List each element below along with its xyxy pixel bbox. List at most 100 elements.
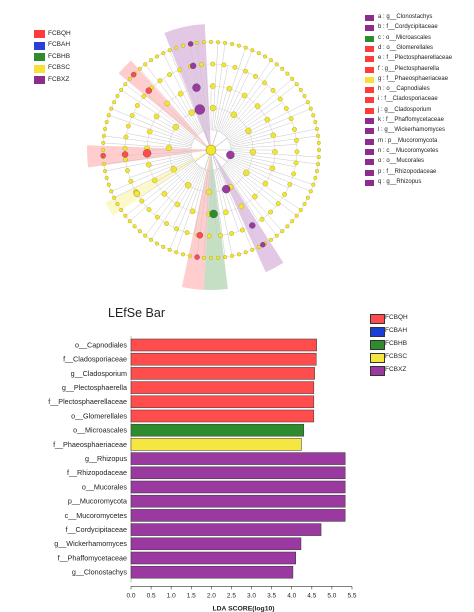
taxa-legend-swatch: [365, 97, 374, 104]
clade-highlight: [204, 150, 228, 291]
group-legend-label: FCBHB: [48, 52, 71, 60]
biomarker-node: [249, 222, 256, 229]
leaf-node: [161, 244, 166, 249]
taxa-legend-swatch: [365, 66, 374, 73]
x-tick-label: 1.0: [167, 592, 176, 599]
leaf-node: [285, 71, 290, 76]
leaf-node: [308, 189, 313, 194]
tree-branch: [215, 169, 228, 212]
group-legend-label: FCBSC: [48, 64, 71, 71]
group-legend-swatch: [34, 53, 45, 61]
tree-branch: [230, 133, 273, 146]
leaf-node: [208, 40, 213, 45]
tree-node: [210, 83, 216, 89]
leaf-node: [216, 255, 221, 260]
tree-branch: [230, 135, 319, 148]
tree-branch: [149, 154, 192, 167]
tree-branch: [121, 89, 195, 140]
tree-branch: [125, 151, 192, 156]
taxa-legend-swatch: [365, 138, 374, 145]
group-legend-label: FCBQH: [48, 29, 71, 37]
tree-branch: [222, 165, 277, 236]
bar-f__Cladosporiaceae: [130, 352, 317, 366]
legend-label: FCBXZ: [385, 365, 407, 373]
leaf-node: [305, 195, 310, 200]
taxa-legend-swatch: [365, 35, 374, 42]
taxa-legend-swatch: [365, 87, 374, 94]
leaf-node: [161, 51, 166, 56]
tree-branch: [221, 60, 272, 134]
leaf-node: [230, 42, 235, 47]
tree-branch: [163, 53, 203, 133]
tree-node: [188, 109, 196, 116]
leaf-node: [290, 76, 295, 81]
biomarker-node: [194, 104, 205, 115]
tree-branch: [225, 78, 293, 138]
tree-node: [259, 216, 265, 222]
taxa-legend-swatch: [365, 169, 374, 176]
leaf-node: [290, 219, 295, 224]
tree-node: [161, 191, 168, 197]
taxa-legend-label: h : o__Capnodiales: [378, 86, 430, 93]
leaf-node: [119, 87, 124, 92]
biomarker-node: [226, 150, 235, 160]
tree-branch: [150, 166, 201, 240]
tree-node: [232, 64, 238, 70]
biomarker-node: [192, 83, 201, 92]
tree-node: [184, 230, 190, 236]
bar-g__Clonostachys: [130, 565, 294, 579]
bar-f__Rhizopodaceae: [130, 466, 346, 480]
taxa-legend-label: g : f__Phaeosphaeriaceae: [378, 75, 449, 82]
tree-branch: [111, 108, 193, 143]
tree-branch: [219, 167, 259, 247]
leaf-node: [208, 256, 213, 261]
lefse-bar-chart: o__Capnodiales f__Cladosporiaceae g__Clado…: [48, 336, 357, 612]
tree-branch: [218, 168, 253, 250]
leaf-node: [256, 244, 261, 249]
taxa-legend-swatch: [365, 148, 374, 155]
taxa-legend-swatch: [365, 15, 374, 21]
leaf-node: [109, 106, 114, 111]
legend-swatch: [370, 340, 385, 350]
bar-o__Capnodiales: [130, 338, 317, 352]
tree-node: [206, 233, 212, 239]
tree-node: [292, 127, 297, 132]
leaf-node: [201, 40, 206, 45]
taxa-legend-label: q : g__Rhizopus: [378, 178, 422, 185]
tree-branch: [215, 88, 228, 131]
tree-node: [209, 104, 217, 112]
bar-o__Microascales: [130, 423, 305, 437]
leaf-node: [103, 126, 108, 131]
leaf-node: [311, 182, 316, 187]
tree-node: [239, 227, 245, 233]
bar-o__Glomerellales: [130, 409, 315, 423]
leaf-node: [243, 45, 248, 50]
clade-highlight: [118, 60, 211, 150]
leaf-node: [137, 66, 142, 71]
tree-branch: [165, 104, 198, 137]
tree-node: [294, 138, 299, 143]
x-tick-label: 3.0: [247, 592, 256, 599]
leaf-node: [313, 175, 318, 180]
legend-swatch: [370, 366, 385, 376]
tree-node: [134, 103, 140, 108]
leaf-node: [104, 175, 109, 180]
biomarker-node: [222, 184, 231, 194]
tree-node: [128, 178, 134, 184]
taxa-legend-label: i : f__Cladosporiaceae: [378, 96, 438, 103]
leaf-node: [308, 106, 313, 111]
legend-swatch: [370, 353, 385, 363]
bar-label: g__Clonostachys: [72, 568, 128, 577]
leaf-node: [314, 126, 319, 131]
tree-branch: [212, 42, 219, 131]
tree-branch: [223, 164, 283, 232]
bar-label: f__Plectosphaerellaceae: [48, 397, 127, 406]
bar-g__Plectosphaerella: [130, 381, 315, 394]
leaf-node: [201, 255, 206, 260]
leaf-node: [305, 100, 310, 105]
tree-branch: [221, 166, 259, 222]
tree-branch: [230, 144, 297, 149]
bar-label: g__Cladosporium: [71, 369, 127, 378]
tree-branch: [203, 169, 210, 258]
tree-branch: [169, 50, 204, 132]
